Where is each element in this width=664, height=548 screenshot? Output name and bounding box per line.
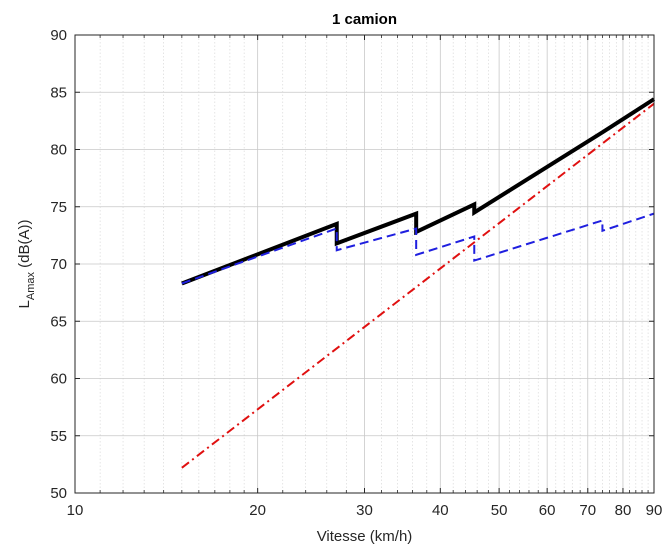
x-tick-label: 60 bbox=[539, 502, 556, 519]
x-tick-label: 20 bbox=[249, 502, 266, 519]
y-tick-label: 80 bbox=[50, 142, 67, 159]
x-axis-label: Vitesse (km/h) bbox=[317, 528, 413, 545]
x-tick-label: 70 bbox=[579, 502, 596, 519]
y-tick-label: 70 bbox=[50, 256, 67, 273]
series-line-3 bbox=[181, 102, 655, 469]
major-grid bbox=[75, 35, 654, 493]
y-axis-label-main: L bbox=[16, 300, 33, 308]
y-tick-label: 55 bbox=[50, 428, 67, 445]
y-tick-label: 65 bbox=[50, 313, 67, 330]
series-layer bbox=[181, 97, 656, 469]
y-tick-label: 85 bbox=[50, 84, 67, 101]
y-tick-label: 50 bbox=[50, 485, 67, 502]
y-axis-label: LAmax (dB(A)) bbox=[16, 220, 37, 309]
y-axis-label-rest: (dB(A)) bbox=[16, 220, 33, 273]
series-line-2 bbox=[181, 212, 655, 285]
y-tick-label: 60 bbox=[50, 371, 67, 388]
x-tick-label: 40 bbox=[432, 502, 449, 519]
ticks-layer bbox=[74, 34, 655, 494]
x-tick-label: 80 bbox=[615, 502, 632, 519]
x-tick-label: 90 bbox=[646, 502, 663, 519]
tick-labels: 10 20 30 40 50 60 70 80 90 50 55 60 65 70 75 80 85 90 bbox=[50, 27, 662, 519]
x-tick-label: 50 bbox=[491, 502, 508, 519]
y-tick-label: 90 bbox=[50, 27, 67, 44]
y-axis-label-sub: Amax bbox=[25, 272, 37, 301]
x-tick-label: 10 bbox=[67, 502, 84, 519]
x-tick-label: 30 bbox=[356, 502, 373, 519]
chart-title: 1 camion bbox=[332, 11, 397, 28]
y-tick-label: 75 bbox=[50, 199, 67, 216]
